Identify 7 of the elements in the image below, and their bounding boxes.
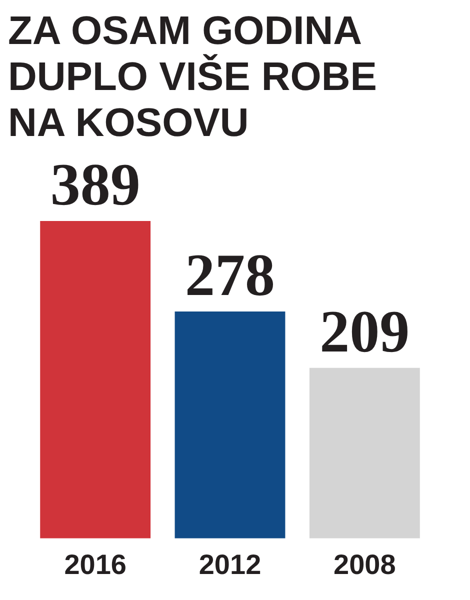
x-tick-label: 2012 <box>198 548 262 580</box>
chart-title: ZA OSAM GODINA DUPLO VIŠE ROBE NA KOSOVU <box>8 8 378 146</box>
data-label: 278 <box>185 242 275 308</box>
data-label: 209 <box>320 298 410 364</box>
x-tick-label: 2016 <box>64 548 126 580</box>
data-label: 389 <box>50 151 140 218</box>
x-tick-label: 2008 <box>334 548 396 580</box>
